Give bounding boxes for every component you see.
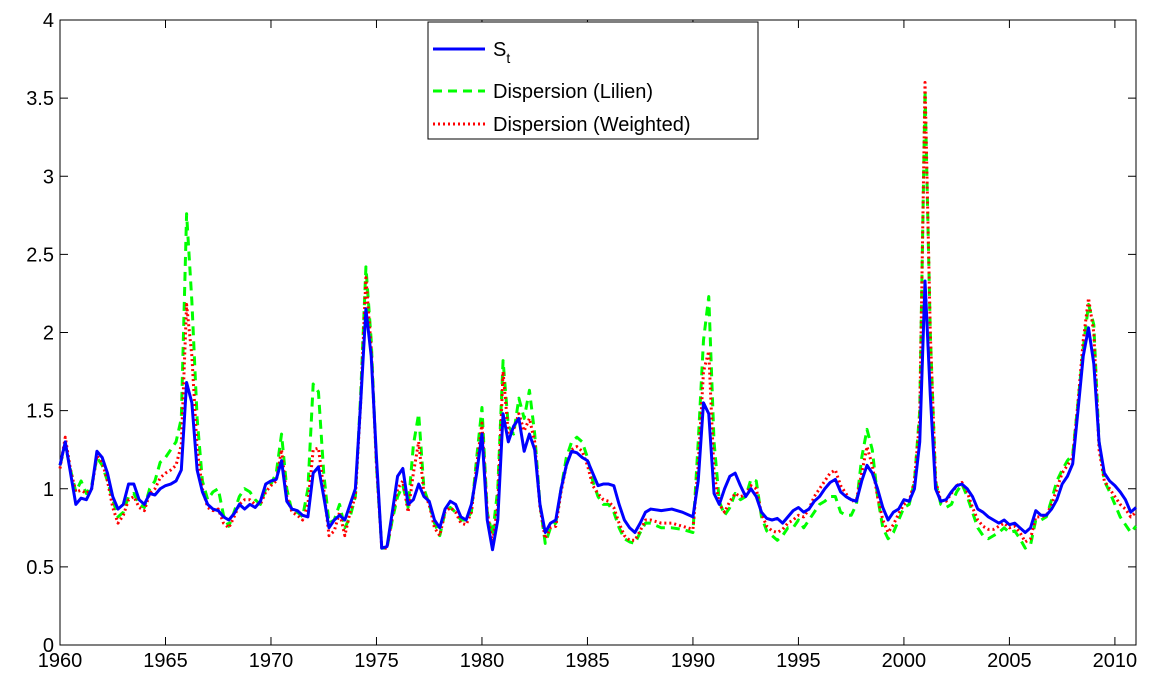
y-tick-label: 1 <box>43 479 54 501</box>
axis-ticks <box>59 19 1136 646</box>
y-tick-label: 3.5 <box>26 88 54 110</box>
x-tick-label: 2010 <box>1093 650 1138 672</box>
x-tick-label: 2005 <box>987 650 1032 672</box>
y-tick-label: 2.5 <box>26 244 54 266</box>
legend-label-weighted: Dispersion (Weighted) <box>493 114 691 136</box>
x-tick-label: 2000 <box>882 650 927 672</box>
x-tick-label: 1980 <box>460 650 505 672</box>
y-tick-label: 4 <box>43 10 54 32</box>
legend: St Dispersion (Lilien) Dispersion (Weigh… <box>427 21 759 140</box>
legend-label-st: St <box>493 39 510 66</box>
x-tick-label: 1965 <box>143 650 188 672</box>
x-tick-label: 1990 <box>671 650 716 672</box>
y-tick-label: 0.5 <box>26 557 54 579</box>
y-tick-label: 3 <box>43 166 54 188</box>
legend-label-lilien: Dispersion (Lilien) <box>493 81 653 103</box>
y-tick-label: 0 <box>43 635 54 657</box>
x-tick-label: 1975 <box>354 650 399 672</box>
x-tick-label: 1960 <box>38 650 83 672</box>
x-tick-label: 1995 <box>776 650 821 672</box>
x-tick-label: 1970 <box>249 650 294 672</box>
y-tick-label: 2 <box>43 323 54 345</box>
axis-tick-labels: 1960 1965 1970 1975 1980 1985 1990 1995 2000 2005… <box>26 10 1137 672</box>
x-tick-label: 1985 <box>565 650 610 672</box>
series-lines <box>58 81 1138 552</box>
legend-box <box>427 21 759 140</box>
y-tick-label: 1.5 <box>26 401 54 423</box>
legend-label-st-subscript: t <box>506 50 510 66</box>
series-st-line <box>58 279 1137 552</box>
